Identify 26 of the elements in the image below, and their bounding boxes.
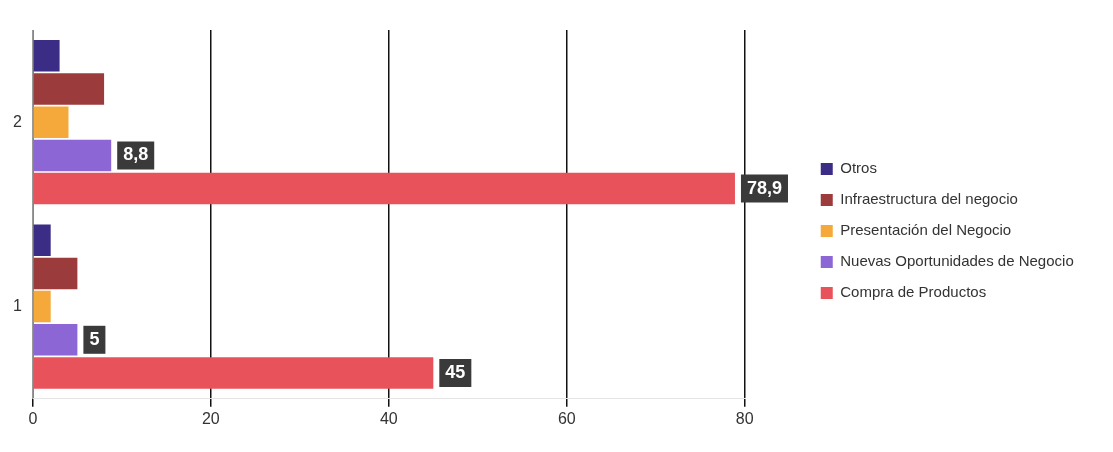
bar [33, 139, 112, 172]
bar [33, 324, 78, 356]
data-label: 5 [89, 328, 100, 349]
x-tick-label: 20 [201, 409, 220, 427]
x-tick-label: 60 [557, 409, 576, 427]
bar [33, 357, 434, 389]
legend-label: Infraestructura del negocio [840, 190, 1018, 208]
x-tick-label: 0 [28, 409, 38, 427]
legend-label: Presentación del Negocio [840, 221, 1012, 239]
bar [33, 224, 51, 256]
y-tick-label: 2 [12, 112, 22, 130]
data-label: 78,9 [746, 177, 783, 198]
data-label: 45 [445, 361, 466, 382]
legend-label: Compra de Productos [840, 283, 987, 301]
bar [33, 172, 735, 205]
y-tick-label: 1 [12, 297, 22, 315]
bar [33, 40, 60, 72]
bar [33, 290, 51, 323]
x-tick-label: 40 [379, 409, 398, 427]
legend-label: Nuevas Oportunidades de Negocio [840, 252, 1074, 270]
x-tick-label: 80 [735, 409, 754, 427]
bar [33, 106, 69, 138]
data-label: 8,8 [123, 144, 149, 165]
legend-label: Otros [840, 159, 877, 177]
bar [33, 73, 105, 105]
bar [33, 257, 78, 290]
